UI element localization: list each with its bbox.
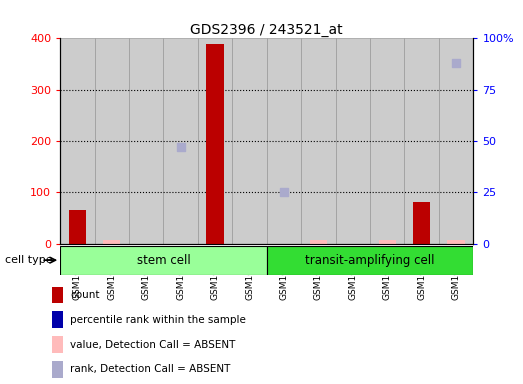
Bar — [60, 246, 267, 275]
Bar — [52, 361, 63, 378]
Bar — [413, 202, 430, 244]
Text: percentile rank within the sample: percentile rank within the sample — [70, 315, 246, 325]
Point — [176, 144, 185, 151]
Bar — [60, 38, 95, 244]
Text: rank, Detection Call = ABSENT: rank, Detection Call = ABSENT — [70, 364, 231, 374]
Bar — [52, 311, 63, 328]
Bar — [370, 38, 404, 244]
Bar — [404, 38, 439, 244]
Bar — [69, 210, 86, 244]
Bar — [207, 43, 224, 244]
Bar — [95, 38, 129, 244]
Text: cell type: cell type — [5, 255, 53, 265]
Bar — [267, 38, 301, 244]
Bar — [301, 38, 336, 244]
Text: transit-amplifying cell: transit-amplifying cell — [305, 254, 435, 266]
Bar — [448, 240, 465, 244]
Bar — [439, 38, 473, 244]
Text: stem cell: stem cell — [137, 254, 190, 266]
Bar — [310, 240, 327, 244]
Bar — [267, 246, 473, 275]
Bar — [52, 286, 63, 303]
Bar — [198, 38, 232, 244]
Text: value, Detection Call = ABSENT: value, Detection Call = ABSENT — [70, 339, 235, 349]
Text: count: count — [70, 290, 99, 300]
Bar — [379, 240, 396, 244]
Point — [452, 60, 460, 66]
Bar — [232, 38, 267, 244]
Title: GDS2396 / 243521_at: GDS2396 / 243521_at — [190, 23, 343, 37]
Bar — [336, 38, 370, 244]
Bar — [103, 240, 120, 244]
Bar — [163, 38, 198, 244]
Point — [280, 189, 288, 195]
Bar — [52, 336, 63, 353]
Point — [349, 15, 357, 21]
Bar — [129, 38, 163, 244]
